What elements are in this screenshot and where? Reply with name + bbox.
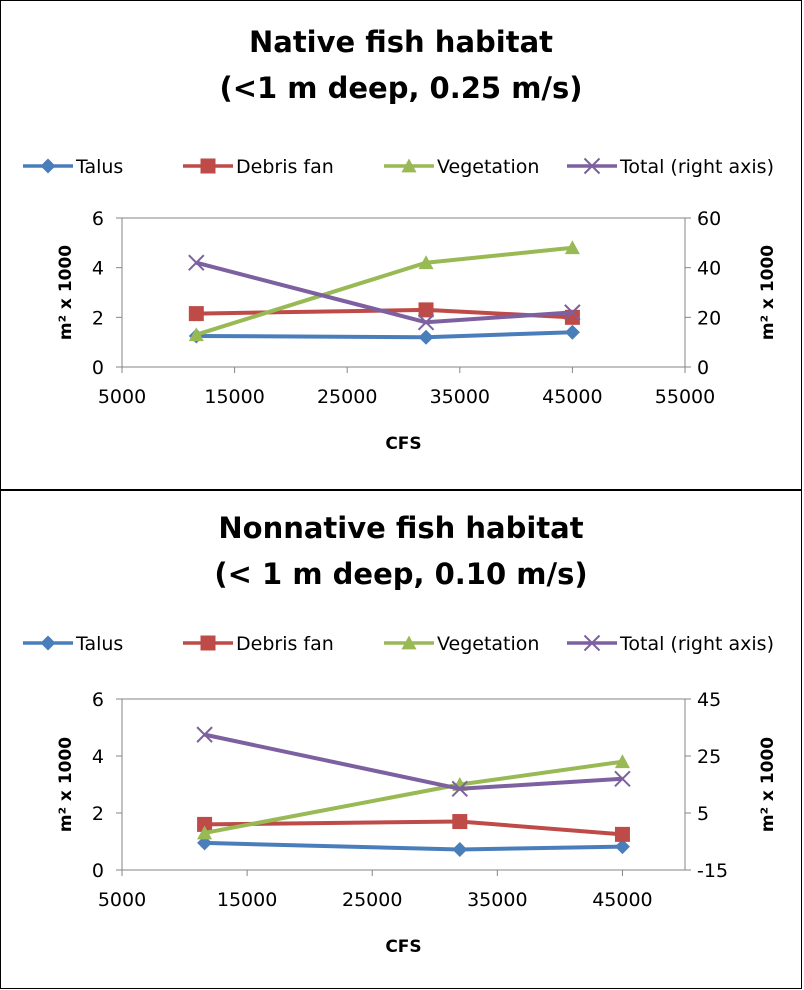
y2-tick-label: 20 bbox=[697, 307, 721, 329]
y-tick-label: 6 bbox=[92, 208, 104, 230]
square-marker bbox=[200, 635, 216, 651]
x-marker-stroke bbox=[583, 634, 601, 652]
series-line bbox=[196, 330, 573, 340]
y-tick-label: 4 bbox=[92, 746, 104, 768]
x-tick-label: 45000 bbox=[592, 889, 652, 911]
y-axis-title: m² x 1000 bbox=[56, 245, 76, 340]
chart-title-line: Native fish habitat bbox=[249, 25, 553, 59]
x-tick-label: 25000 bbox=[317, 386, 377, 408]
legend-label: Total (right axis) bbox=[619, 156, 774, 178]
x-tick-label: 45000 bbox=[542, 386, 602, 408]
legend-label: Talus bbox=[75, 156, 123, 178]
y-tick-label: 6 bbox=[92, 689, 104, 711]
x-tick-label: 35000 bbox=[467, 889, 527, 911]
series-line bbox=[204, 819, 623, 837]
legend-marker-group bbox=[40, 635, 56, 651]
x-tick-label: 35000 bbox=[430, 386, 490, 408]
square-marker bbox=[418, 302, 434, 318]
square-marker bbox=[197, 816, 213, 832]
y2-tick-label: 40 bbox=[697, 258, 721, 280]
triangle-marker bbox=[401, 158, 417, 173]
series-markers bbox=[196, 726, 631, 797]
series-line bbox=[195, 245, 573, 337]
nonnative-fish-chart: Nonnative fish habitat (< 1 m deep, 0.10 … bbox=[23, 511, 778, 957]
y2-tick-label: 60 bbox=[697, 208, 721, 230]
triangle-marker bbox=[188, 327, 204, 342]
series-markers bbox=[188, 254, 581, 331]
triangle-marker bbox=[197, 825, 213, 840]
legend-marker-group bbox=[583, 634, 601, 652]
series-line bbox=[204, 840, 623, 852]
plot-area bbox=[121, 217, 686, 368]
legend-label: Talus bbox=[75, 633, 123, 655]
legend-label: Total (right axis) bbox=[619, 633, 774, 655]
x-tick-label: 15000 bbox=[204, 386, 264, 408]
y2-axis-title: m² x 1000 bbox=[758, 737, 778, 832]
native-fish-chart: Native fish habitat (<1 m deep, 0.25 m/s)… bbox=[23, 25, 778, 454]
square-marker bbox=[452, 814, 468, 830]
diamond-marker bbox=[614, 839, 630, 855]
square-marker bbox=[614, 826, 630, 842]
y-tick-label: 0 bbox=[92, 860, 104, 882]
y-tick-label: 2 bbox=[92, 307, 104, 329]
y2-tick-label: 25 bbox=[697, 746, 721, 768]
x-marker-stroke bbox=[614, 770, 631, 788]
chart-title-line: (< 1 m deep, 0.10 m/s) bbox=[214, 557, 587, 591]
diamond-marker bbox=[564, 324, 580, 340]
legend-marker-group bbox=[200, 635, 216, 651]
triangle-marker bbox=[614, 754, 630, 769]
y2-tick-label: -15 bbox=[697, 860, 728, 882]
legend-marker-group bbox=[401, 158, 417, 173]
diamond-marker bbox=[40, 635, 56, 651]
x-axis-title: CFS bbox=[385, 434, 421, 454]
x-marker-stroke bbox=[451, 780, 469, 797]
y-tick-label: 4 bbox=[92, 258, 104, 280]
y-tick-label: 0 bbox=[92, 357, 104, 379]
square-marker bbox=[200, 158, 216, 174]
series-markers bbox=[197, 814, 630, 842]
triangle-marker bbox=[564, 240, 580, 255]
nonnative-fish-chart-panel: Nonnative fish habitat (< 1 m deep, 0.10 … bbox=[0, 489, 802, 989]
triangle-marker bbox=[401, 635, 417, 650]
series-markers bbox=[197, 754, 630, 840]
square-marker bbox=[188, 306, 204, 322]
legend-marker-group bbox=[40, 158, 56, 174]
triangle-marker bbox=[418, 255, 434, 270]
y2-tick-label: 45 bbox=[697, 689, 721, 711]
x-tick-label: 55000 bbox=[655, 386, 715, 408]
x-tick-label: 5000 bbox=[98, 386, 146, 408]
y-tick-label: 2 bbox=[92, 803, 104, 825]
legend-label: Debris fan bbox=[236, 633, 334, 655]
series-line bbox=[204, 732, 623, 791]
y-axis-title: m² x 1000 bbox=[56, 737, 76, 832]
x-marker-stroke bbox=[564, 304, 581, 321]
x-marker-stroke bbox=[196, 726, 213, 743]
x-tick-label: 15000 bbox=[217, 889, 277, 911]
x-marker-stroke bbox=[583, 157, 601, 175]
x-axis-title: CFS bbox=[385, 937, 421, 957]
legend-label: Vegetation bbox=[437, 156, 539, 178]
legend-label: Vegetation bbox=[437, 633, 539, 655]
legend-label: Debris fan bbox=[236, 156, 334, 178]
legend-marker-group bbox=[583, 157, 601, 175]
diamond-marker bbox=[418, 329, 434, 345]
x-tick-label: 5000 bbox=[98, 889, 146, 911]
y2-tick-label: 5 bbox=[697, 803, 709, 825]
legend-marker-group bbox=[401, 635, 417, 650]
chart-title-line: (<1 m deep, 0.25 m/s) bbox=[219, 71, 582, 105]
chart-title-line: Nonnative fish habitat bbox=[218, 511, 583, 545]
plot-area bbox=[121, 698, 686, 871]
x-tick-label: 25000 bbox=[342, 889, 402, 911]
diamond-marker bbox=[452, 841, 468, 857]
legend-marker-group bbox=[200, 158, 216, 174]
y2-axis-title: m² x 1000 bbox=[758, 245, 778, 340]
x-marker-stroke bbox=[188, 254, 205, 271]
y2-tick-label: 0 bbox=[697, 357, 709, 379]
x-marker-stroke bbox=[417, 314, 435, 331]
diamond-marker bbox=[40, 158, 56, 174]
native-fish-chart-panel: Native fish habitat (<1 m deep, 0.25 m/s)… bbox=[0, 0, 802, 491]
series-markers bbox=[188, 240, 580, 342]
